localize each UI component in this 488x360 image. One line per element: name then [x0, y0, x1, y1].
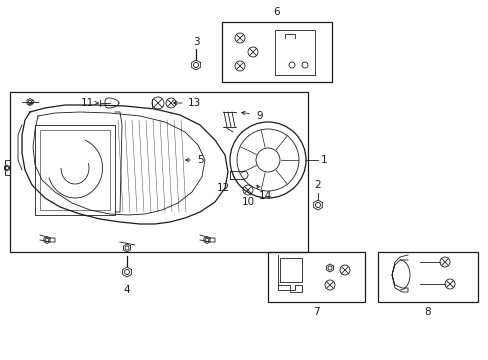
Text: 12: 12: [216, 183, 229, 193]
Text: 2: 2: [314, 180, 321, 190]
Text: 4: 4: [123, 285, 130, 295]
Text: 11: 11: [80, 98, 93, 108]
Bar: [274, 30, 314, 75]
Text: 6: 6: [273, 7, 280, 17]
Text: 9: 9: [256, 111, 263, 121]
Text: 1: 1: [320, 155, 326, 165]
Text: 14: 14: [258, 191, 271, 201]
Bar: [40, 130, 110, 210]
Bar: [35, 125, 115, 215]
Text: 7: 7: [312, 307, 319, 317]
Text: 13: 13: [187, 98, 200, 108]
Bar: [222, 22, 331, 82]
Text: 10: 10: [241, 197, 254, 207]
Bar: [377, 252, 477, 302]
Bar: [267, 252, 364, 302]
Text: 5: 5: [196, 155, 203, 165]
Bar: [280, 258, 302, 282]
Text: 3: 3: [192, 37, 199, 47]
Bar: [10, 92, 307, 252]
Text: 8: 8: [424, 307, 430, 317]
